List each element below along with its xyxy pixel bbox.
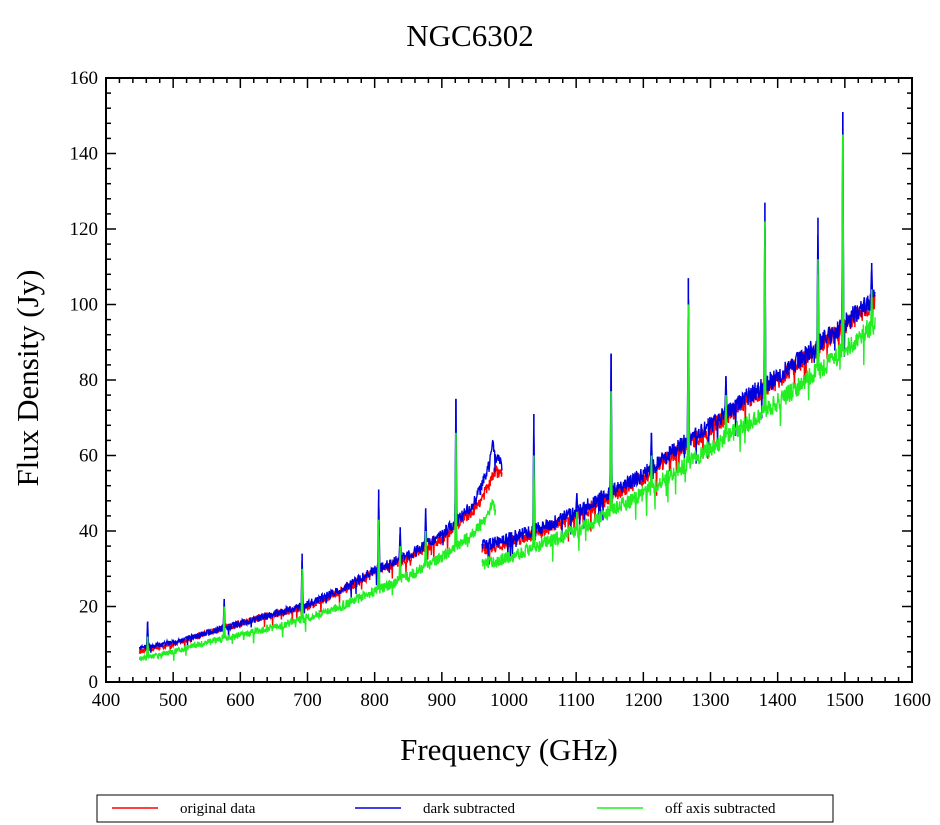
y-tick-label: 0	[89, 672, 99, 693]
series-line-dark-subtracted-1	[138, 398, 503, 653]
x-axis-title: Frequency (GHz)	[400, 732, 618, 767]
x-tick-label: 800	[360, 690, 389, 711]
series-line-original-data-1	[138, 464, 503, 655]
legend-label-original-data: original data	[180, 801, 256, 817]
series-line-off-axis-subtracted-2	[481, 134, 876, 570]
series-line-off-axis-subtracted-1	[138, 432, 497, 662]
legend-label-dark-subtracted: dark subtracted	[423, 801, 516, 817]
x-tick-label: 1500	[826, 690, 864, 711]
series-line-dark-subtracted-2	[481, 111, 876, 563]
x-tick-label: 1400	[759, 690, 797, 711]
axis-ticks: 400 500 600 700 800 900 1000 1100 1200 1300 1400 15…	[70, 68, 932, 711]
y-tick-label: 40	[79, 521, 98, 542]
x-tick-label: 1600	[893, 690, 931, 711]
series-off-axis-subtracted	[138, 134, 876, 662]
x-tick-label: 1300	[692, 690, 730, 711]
x-tick-label: 500	[159, 690, 188, 711]
y-tick-label: 120	[70, 219, 99, 240]
y-axis-title: Flux Density (Jy)	[10, 270, 45, 487]
x-tick-label: 1100	[558, 690, 595, 711]
x-tick-label: 1200	[624, 690, 662, 711]
y-tick-label: 20	[79, 597, 98, 618]
legend-box	[96, 794, 834, 823]
plot-area	[138, 111, 876, 662]
legend-label-off-axis-subtracted: off axis subtracted	[665, 801, 776, 817]
y-tick-label: 60	[79, 446, 98, 467]
legend: original data dark subtracted off axis sub…	[96, 794, 834, 823]
x-tick-label: 1000	[490, 690, 528, 711]
series-line-original-data-2	[481, 293, 876, 565]
y-tick-label: 80	[79, 370, 98, 391]
x-tick-label: 700	[293, 690, 322, 711]
x-tick-label: 900	[428, 690, 457, 711]
plot-frame	[105, 77, 913, 683]
chart-title: NGC6302	[406, 18, 533, 53]
y-tick-label: 140	[70, 144, 99, 165]
y-tick-label: 160	[70, 68, 99, 89]
x-tick-label: 400	[92, 690, 121, 711]
x-tick-label: 600	[226, 690, 255, 711]
y-tick-label: 100	[70, 295, 99, 316]
